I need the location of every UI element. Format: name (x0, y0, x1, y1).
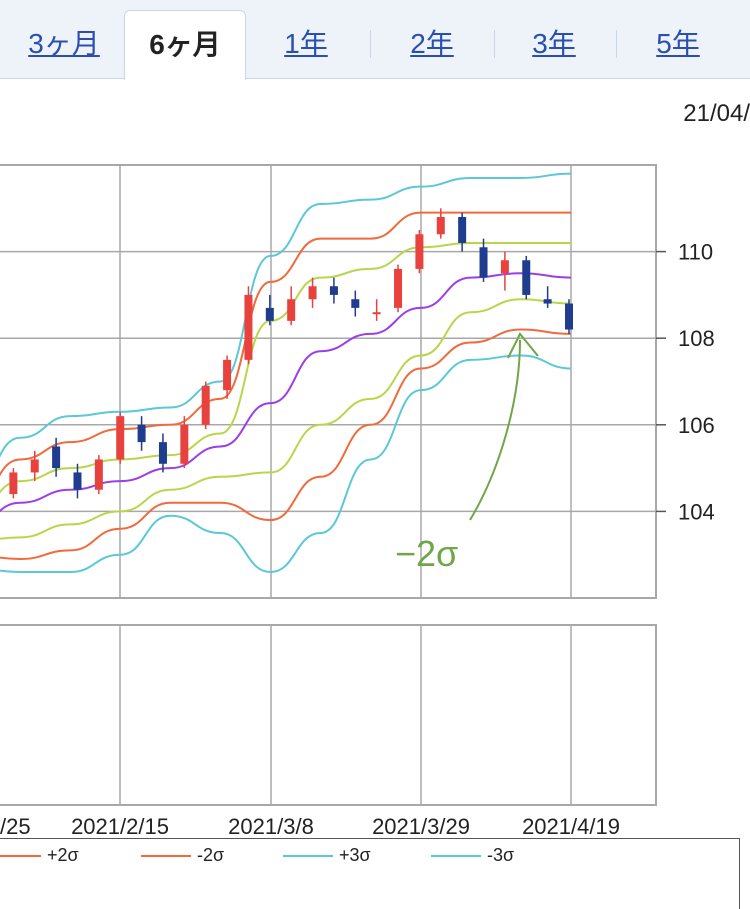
legend-label: +2σ (47, 845, 79, 865)
candle-down (458, 216, 467, 243)
candle-up (180, 424, 189, 464)
candle-up (372, 312, 381, 315)
y-tick-label: 106 (678, 413, 715, 438)
candle-down (329, 286, 338, 295)
legend-label: +3σ (339, 845, 371, 865)
y-tick-label: 110 (678, 240, 713, 265)
candle-up (244, 294, 253, 360)
candle-up (94, 459, 103, 490)
candle-down (351, 299, 360, 308)
candle-down (73, 472, 82, 490)
annotation-arrow (469, 339, 521, 521)
band-line-minus2sigma (0, 328, 572, 561)
legend-swatch (141, 855, 191, 858)
chart-axes: 104 106 108 110/25 2021/2/15 2021/3/8 2021/3/2… (0, 240, 715, 839)
candle-down (52, 446, 61, 469)
band-line-MA (0, 272, 572, 513)
candle-down (137, 424, 146, 443)
legend-item-plus2sigma: +2σ (0, 845, 79, 866)
y-tick-label: 104 (678, 499, 715, 524)
candle-up (9, 472, 18, 495)
candle-down (565, 303, 573, 330)
candle-up (394, 268, 403, 308)
legend-swatch (431, 855, 481, 858)
candle-up (500, 260, 509, 274)
y-tick-label: 108 (678, 326, 715, 351)
candle-up (201, 385, 210, 425)
annotation-layer: −2σ (395, 332, 539, 574)
annotation-minus2sigma: −2σ (395, 533, 458, 574)
legend-label: -2σ (197, 845, 225, 865)
candle-down (265, 307, 274, 321)
band-line-minus3sigma (0, 354, 572, 574)
tab-2-years[interactable]: 2年 (410, 28, 454, 59)
tab-1-year[interactable]: 1年 (284, 28, 328, 59)
candle-down (158, 442, 167, 464)
tab-6-months[interactable]: 6ヶ月 (124, 10, 246, 80)
x-tick-label: 2021/3/29 (372, 814, 470, 839)
candle-up (415, 234, 424, 269)
candle-up (30, 459, 39, 473)
legend-item-plus3sigma: +3σ (283, 845, 371, 866)
main-plot-frame (0, 164, 657, 599)
chart-legend: +2σ -2σ +3σ -3σ (0, 838, 740, 909)
tab-3-years[interactable]: 3年 (532, 28, 576, 59)
x-tick-label: /25 (0, 814, 31, 839)
candle-up (287, 299, 296, 321)
candle-up (223, 359, 232, 391)
tab-3-months[interactable]: 3ヶ月 (28, 28, 100, 59)
annotation-arrowhead (507, 332, 539, 359)
candle-up (436, 216, 445, 235)
legend-swatch (0, 855, 41, 858)
chart-date-label: 21/04/ (683, 100, 750, 127)
candle-down (479, 247, 488, 278)
tab-separator (370, 30, 371, 58)
price-chart: 104 106 108 110/25 2021/2/15 2021/3/8 2021/3/2… (0, 164, 715, 839)
x-tick-label: 2021/4/19 (522, 814, 620, 839)
legend-item-minus3sigma: -3σ (431, 845, 514, 866)
tab-separator (616, 30, 617, 58)
x-tick-label: 2021/2/15 (71, 814, 169, 839)
legend-swatch (283, 855, 333, 858)
band-line-plus1sigma (0, 241, 571, 494)
bollinger-bands (0, 172, 572, 574)
period-tab-bar: 3ヶ月 6ヶ月 1年 2年 3年 5年 (0, 0, 750, 80)
sub-plot-frame (0, 624, 657, 806)
x-tick-label: 2021/3/8 (228, 814, 314, 839)
candle-down (522, 260, 531, 295)
band-line-plus3sigma (0, 172, 572, 458)
tab-separator (494, 30, 495, 58)
band-line-minus1sigma (0, 298, 572, 540)
candle-up (116, 416, 125, 460)
candlesticks (9, 208, 573, 499)
legend-label: -3σ (487, 845, 515, 865)
tab-5-years[interactable]: 5年 (656, 28, 700, 59)
candle-up (308, 286, 317, 300)
legend-item-minus2sigma: -2σ (141, 845, 224, 866)
candle-down (543, 299, 552, 304)
